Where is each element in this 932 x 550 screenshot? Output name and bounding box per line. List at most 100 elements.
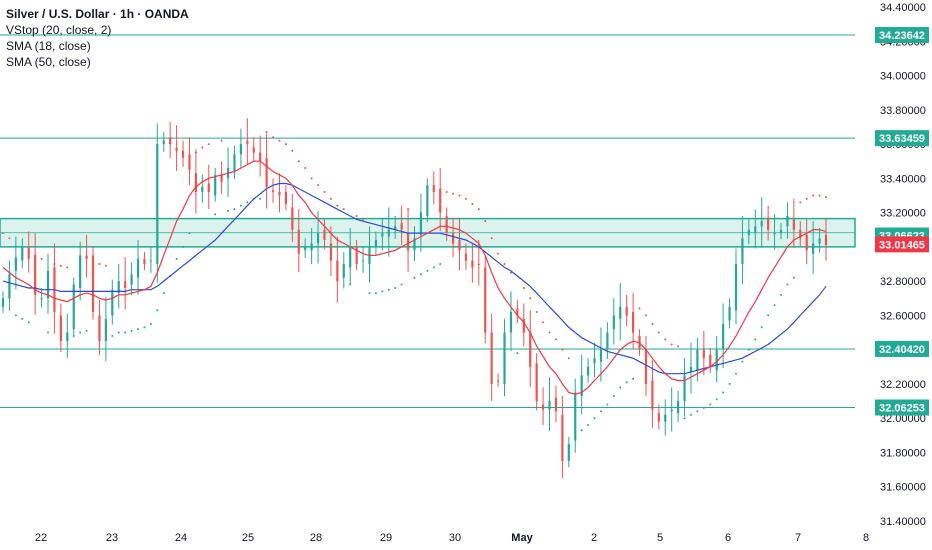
y-tick-label: 32.60000 bbox=[880, 310, 926, 322]
vstop-dot bbox=[587, 424, 590, 427]
candle-body bbox=[683, 375, 686, 402]
candle-body bbox=[21, 246, 24, 261]
candle-body bbox=[657, 413, 660, 422]
candle-body bbox=[432, 185, 435, 193]
price-tag bbox=[875, 340, 929, 357]
vstop-dot bbox=[355, 215, 358, 218]
candle-body bbox=[79, 255, 82, 288]
candle-body bbox=[529, 332, 532, 367]
candle-body bbox=[451, 233, 455, 244]
vstop-dot bbox=[471, 203, 474, 206]
candle-body bbox=[207, 183, 210, 193]
candle-body bbox=[188, 154, 191, 170]
candle-body bbox=[760, 221, 763, 227]
candle-body bbox=[503, 332, 506, 384]
vstop-dot bbox=[21, 317, 24, 320]
price-tags: 34.2364233.6345932.4042032.0625333.06623… bbox=[875, 27, 929, 416]
candle-body bbox=[677, 401, 680, 414]
candle-body bbox=[715, 349, 718, 371]
candle-body bbox=[824, 234, 828, 246]
candle-body bbox=[734, 264, 738, 311]
price-tag-label: 33.01465 bbox=[879, 239, 925, 251]
candle-body bbox=[304, 246, 307, 251]
candle-body bbox=[561, 414, 564, 462]
vstop-dot bbox=[381, 290, 384, 293]
candle-body bbox=[728, 306, 731, 321]
vstop-dot bbox=[156, 309, 159, 312]
vstop-dot bbox=[644, 314, 647, 317]
candle-body bbox=[194, 173, 197, 193]
vstop-dot bbox=[117, 331, 120, 334]
vstop-dot bbox=[162, 292, 165, 295]
vstop-dot bbox=[734, 372, 737, 375]
candle-body bbox=[181, 150, 185, 158]
y-tick-label: 31.60000 bbox=[880, 482, 926, 494]
candle-body bbox=[722, 323, 725, 350]
candle-body bbox=[316, 233, 320, 244]
vstop-dot bbox=[368, 292, 371, 295]
candle-body bbox=[124, 281, 127, 288]
vstop-dot bbox=[625, 381, 628, 384]
candle-body bbox=[201, 186, 204, 193]
vstop-dot bbox=[445, 191, 448, 194]
vstop-dot bbox=[342, 208, 345, 211]
y-tick-label: 32.80000 bbox=[880, 276, 926, 288]
candle-body bbox=[72, 284, 75, 330]
candle-body bbox=[291, 207, 294, 230]
vstop-dot bbox=[175, 257, 178, 260]
vstop-dot bbox=[632, 377, 635, 380]
vstop-dot bbox=[612, 394, 615, 397]
vstop-dot bbox=[98, 263, 101, 265]
vstop-dot bbox=[689, 413, 692, 416]
vstop-dot bbox=[2, 232, 4, 235]
sma50-line bbox=[2, 182, 827, 375]
x-tick-label: 29 bbox=[380, 532, 392, 544]
vstop-dot bbox=[182, 245, 185, 248]
candle-body bbox=[535, 363, 538, 402]
vstop-dot bbox=[329, 197, 332, 200]
vstop-dot bbox=[786, 283, 789, 286]
x-tick-label: 23 bbox=[106, 532, 118, 544]
vstop-dot bbox=[606, 403, 609, 406]
y-tick-label: 33.20000 bbox=[880, 208, 926, 220]
vstop-dot bbox=[779, 293, 782, 296]
vstop-dot bbox=[323, 191, 326, 194]
candle-body bbox=[400, 222, 403, 230]
vstop-dot bbox=[304, 167, 307, 170]
vstop-dot bbox=[291, 149, 294, 152]
vstop-dot bbox=[702, 406, 705, 409]
vstop-dot bbox=[522, 286, 525, 289]
candle-body bbox=[284, 192, 288, 205]
candle-body bbox=[271, 190, 275, 193]
sma18-line bbox=[2, 160, 827, 395]
vstop-dot bbox=[278, 139, 281, 142]
candle-body bbox=[239, 144, 242, 155]
candle-body bbox=[34, 255, 37, 295]
vstop-dot bbox=[818, 194, 821, 197]
y-tick-label: 33.40000 bbox=[880, 173, 926, 185]
candle-body bbox=[541, 404, 545, 410]
candle-body bbox=[27, 246, 30, 259]
vstop-dot bbox=[297, 160, 300, 163]
vstop-dot bbox=[419, 273, 422, 276]
vstop-dot bbox=[464, 197, 467, 200]
candle-body bbox=[143, 258, 146, 264]
y-tick-label: 31.40000 bbox=[880, 516, 926, 528]
candle-body bbox=[46, 270, 50, 299]
x-tick-label: May bbox=[511, 532, 533, 544]
moving-averages bbox=[2, 160, 827, 395]
vstop-dot bbox=[638, 307, 641, 310]
candle-body bbox=[689, 366, 693, 372]
vstop-dot bbox=[619, 386, 622, 389]
vstop-dot bbox=[561, 348, 564, 351]
x-tick-label: 8 bbox=[863, 532, 869, 544]
legend-sma18: SMA (18, close) bbox=[6, 39, 91, 53]
price-tag bbox=[875, 399, 929, 416]
x-tick-label: 25 bbox=[242, 532, 254, 544]
candle-body bbox=[747, 229, 750, 235]
candle-body bbox=[522, 318, 525, 333]
vstop-dot bbox=[214, 213, 217, 216]
candle-body bbox=[484, 267, 487, 333]
candle-body bbox=[1, 298, 5, 307]
